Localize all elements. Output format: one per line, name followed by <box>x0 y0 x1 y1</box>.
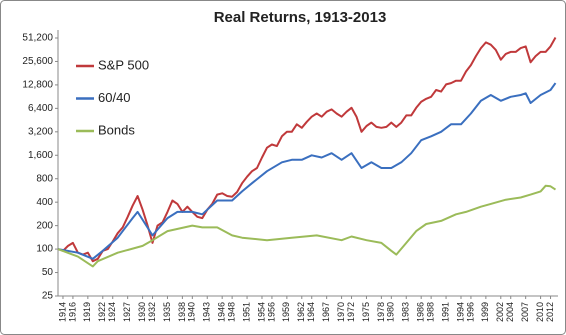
x-tick-label: 1914 <box>57 302 67 322</box>
y-tick-label: 800 <box>36 173 53 184</box>
x-tick-label: 1930 <box>137 302 147 322</box>
y-tick-label: 50 <box>42 267 54 278</box>
y-tick-label: 1,600 <box>28 150 53 161</box>
y-tick-label: 6,400 <box>28 103 53 114</box>
y-tick-label: 200 <box>36 220 53 231</box>
x-tick-label: 1999 <box>480 302 490 322</box>
y-tick-label: 25,600 <box>22 56 53 67</box>
x-tick-label: 1922 <box>97 302 107 322</box>
x-tick-label: 1962 <box>296 302 306 322</box>
x-tick-label: 1916 <box>67 302 77 322</box>
chart-title: Real Returns, 1913-2013 <box>214 9 387 26</box>
x-tick-label: 1959 <box>281 302 291 322</box>
y-tick-label: 100 <box>36 244 53 255</box>
x-tick-label: 2007 <box>520 302 530 322</box>
x-tick-label: 1940 <box>187 302 197 322</box>
legend-label: S&P 500 <box>98 57 149 72</box>
x-tick-label: 1924 <box>107 302 117 322</box>
legend-label: Bonds <box>98 122 135 137</box>
x-tick-label: 1996 <box>465 302 475 322</box>
x-tick-label: 1935 <box>162 302 172 322</box>
x-tick-label: 1970 <box>336 302 346 322</box>
x-tick-label: 1948 <box>227 302 237 322</box>
x-tick-label: 1927 <box>122 302 132 322</box>
series-line <box>57 184 557 268</box>
x-tick-label: 1994 <box>455 302 465 322</box>
x-tick-label: 1980 <box>386 302 396 322</box>
x-tick-label: 1991 <box>440 302 450 322</box>
x-tick-label: 1954 <box>256 302 266 322</box>
x-tick-label: 1932 <box>147 302 157 322</box>
series-line <box>57 37 557 263</box>
x-tick-label: 1919 <box>82 302 92 322</box>
x-tick-label: 1943 <box>202 302 212 322</box>
x-tick-label: 1975 <box>361 302 371 322</box>
x-tick-label: 2002 <box>495 302 505 322</box>
x-tick-label: 1946 <box>217 302 227 322</box>
x-tick-label: 1986 <box>416 302 426 322</box>
y-tick-label: 25 <box>42 291 54 302</box>
x-tick-label: 1988 <box>426 302 436 322</box>
x-tick-label: 1964 <box>306 302 316 322</box>
x-tick-label: 1938 <box>177 302 187 322</box>
x-tick-label: 1983 <box>401 302 411 322</box>
series-line <box>57 82 557 260</box>
legend-label: 60/40 <box>98 90 131 105</box>
y-tick-label: 400 <box>36 197 53 208</box>
x-tick-label: 1972 <box>346 302 356 322</box>
y-tick-label: 12,800 <box>22 80 53 91</box>
y-tick-label: 3,200 <box>28 126 53 137</box>
x-tick-label: 1951 <box>241 302 251 322</box>
x-tick-label: 2004 <box>505 302 515 322</box>
x-tick-label: 1978 <box>376 302 386 322</box>
y-tick-label: 51,200 <box>22 33 53 44</box>
x-tick-label: 1956 <box>266 302 276 322</box>
x-tick-label: 2012 <box>545 302 555 322</box>
x-tick-label: 1967 <box>321 302 331 322</box>
x-tick-label: 2010 <box>535 302 545 322</box>
